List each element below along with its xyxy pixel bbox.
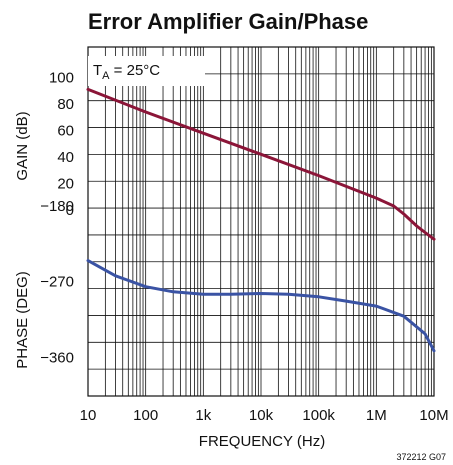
gain-tick-label: 0 xyxy=(66,202,74,219)
x-tick-label: 100k xyxy=(302,407,335,424)
series-lines xyxy=(86,87,436,353)
figure-code: 372212 G07 xyxy=(396,452,446,462)
plot-grid xyxy=(87,46,435,397)
gain-tick-label: 40 xyxy=(57,149,74,166)
chart-title: Error Amplifier Gain/Phase xyxy=(88,9,368,34)
temperature-annotation: TA = 25°C xyxy=(93,62,160,82)
x-tick-label: 10k xyxy=(249,407,274,424)
gain-tick-label: 60 xyxy=(57,123,74,140)
x-tick-label: 1k xyxy=(195,407,211,424)
gain-tick-label: 20 xyxy=(57,176,74,193)
x-axis-label: FREQUENCY (Hz) xyxy=(199,433,325,450)
phase-axis-label: PHASE (DEG) xyxy=(14,271,31,369)
gain-axis-label: GAIN (dB) xyxy=(14,111,31,180)
tick-labels: 10 100 1k 10k 100k 1M 10M 100 80 60 40 20 0−180 −270 −… xyxy=(40,70,448,425)
phase-tick-label: −180 xyxy=(40,198,74,215)
x-tick-label: 1M xyxy=(366,407,387,424)
annotation-box xyxy=(88,56,205,86)
gain-tick-label: 100 xyxy=(49,70,74,87)
phase-tick-label: −270 xyxy=(40,274,74,291)
plot-frame xyxy=(87,46,435,397)
phase-series-line xyxy=(86,259,436,353)
gain-tick-label: 80 xyxy=(57,96,74,113)
x-tick-label: 10 xyxy=(80,407,97,424)
phase-tick-label: −360 xyxy=(40,350,74,367)
x-tick-label: 100 xyxy=(133,407,158,424)
x-tick-label: 10M xyxy=(419,407,448,424)
gain-series-line xyxy=(86,87,436,241)
